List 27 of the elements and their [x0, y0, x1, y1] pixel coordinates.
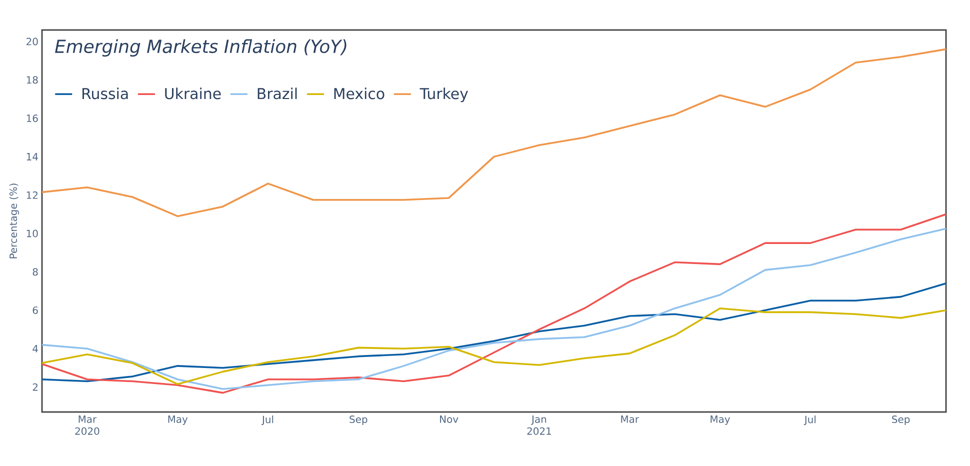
x-tick-label: Nov	[440, 416, 458, 423]
legend-label: Russia	[82, 88, 128, 100]
x-tick-label: Jan 2021	[527, 416, 551, 435]
legend-label: Mexico	[334, 88, 384, 100]
x-tick-label: May	[710, 416, 730, 425]
y-tick-label: 12	[26, 191, 38, 199]
y-tick-label: 20	[26, 38, 38, 46]
y-axis-title: Percentage (%)	[9, 184, 19, 258]
legend-label: Ukraine	[165, 88, 221, 100]
x-tick-label: May	[168, 416, 188, 425]
x-tick-label: Sep	[350, 416, 368, 425]
y-tick-label: 2	[32, 383, 38, 391]
chart-title: Emerging Markets Inflation (YoY)	[55, 39, 346, 57]
y-tick-label: 8	[32, 268, 38, 276]
x-tick-label: Jul	[261, 416, 274, 426]
y-tick-label: 6	[32, 306, 38, 314]
y-tick-label: 14	[26, 153, 38, 160]
legend-label: Brazil	[258, 88, 297, 100]
y-tick-label: 16	[26, 114, 38, 122]
x-tick-label: Jul	[804, 416, 816, 426]
x-tick-label: Sep	[892, 416, 910, 425]
y-tick-label: 4	[32, 345, 38, 352]
legend-label: Turkey	[420, 88, 468, 102]
y-tick-label: 10	[26, 230, 38, 238]
x-tick-label: Mar 2020	[75, 416, 100, 435]
y-tick-label: 18	[26, 76, 38, 84]
x-tick-label: Mar	[621, 416, 640, 423]
